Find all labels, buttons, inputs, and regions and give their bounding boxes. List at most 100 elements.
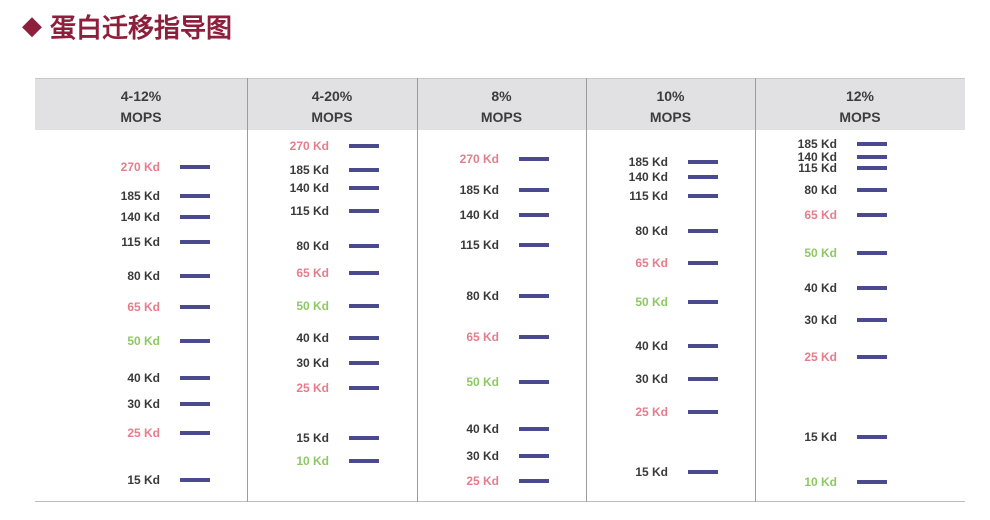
marker-band: 140 Kd [35,210,247,224]
band-bar [519,335,549,339]
band-size-label: 10 Kd [296,454,329,468]
buffer-label: MOPS [120,109,162,125]
gel-column: 10% MOPS 185 Kd 140 Kd 115 Kd 80 Kd 65 Kd 50 Kd… [586,78,755,502]
marker-band: 25 Kd [35,426,247,440]
band-bar [519,188,549,192]
band-size-label: 30 Kd [466,449,499,463]
marker-band: 270 Kd [247,139,417,153]
marker-band: 25 Kd [586,405,755,419]
gel-percentage: 8% [491,88,512,104]
marker-band: 65 Kd [247,266,417,280]
marker-band: 30 Kd [586,372,755,386]
top-rule [35,78,965,79]
gel-column: 12% MOPS 185 Kd 140 Kd 115 Kd 80 Kd 65 Kd 50 Kd… [755,78,965,502]
migration-chart: 4-12% MOPS 270 Kd 185 Kd 140 Kd 115 Kd 80 Kd 65… [35,78,965,502]
band-bar [180,240,210,244]
band-size-label: 15 Kd [296,431,329,445]
band-size-label: 115 Kd [629,189,668,203]
band-size-label: 25 Kd [804,350,837,364]
marker-band: 15 Kd [35,473,247,487]
marker-band: 15 Kd [247,431,417,445]
column-divider [755,78,756,502]
band-size-label: 25 Kd [296,381,329,395]
band-bar [180,376,210,380]
marker-band: 30 Kd [35,397,247,411]
buffer-label: MOPS [839,109,881,125]
marker-band: 270 Kd [35,160,247,174]
marker-band: 185 Kd [755,137,965,151]
band-bar [349,271,379,275]
band-bar [688,300,718,304]
band-bar [857,188,887,192]
band-size-label: 185 Kd [628,155,668,169]
band-size-label: 40 Kd [466,422,499,436]
band-size-label: 25 Kd [466,474,499,488]
band-size-label: 80 Kd [127,269,160,283]
marker-band: 50 Kd [417,375,586,389]
band-bar [180,194,210,198]
marker-band: 50 Kd [755,246,965,260]
band-size-label: 65 Kd [296,266,329,280]
band-size-label: 15 Kd [804,430,837,444]
band-size-label: 50 Kd [466,375,499,389]
gel-percentage: 12% [845,88,875,104]
band-size-label: 115 Kd [121,235,160,249]
band-bar [519,454,549,458]
marker-band: 80 Kd [35,269,247,283]
band-size-label: 30 Kd [127,397,160,411]
band-size-label: 25 Kd [635,405,668,419]
band-bar [857,435,887,439]
page-title-area: ◆ 蛋白迁移指导图 [22,8,232,44]
band-size-label: 80 Kd [466,289,499,303]
marker-band: 30 Kd [417,449,586,463]
band-size-label: 50 Kd [296,299,329,313]
band-bar [688,160,718,164]
band-size-label: 50 Kd [127,334,160,348]
marker-band: 140 Kd [586,170,755,184]
column-divider [586,78,587,502]
band-bar [857,142,887,146]
band-bar [857,355,887,359]
band-bar [180,431,210,435]
band-bar [688,229,718,233]
column-header: 10% MOPS [586,86,755,128]
band-size-label: 65 Kd [466,330,499,344]
marker-band: 65 Kd [755,208,965,222]
marker-band: 185 Kd [247,163,417,177]
band-bar [180,305,210,309]
marker-band: 185 Kd [586,155,755,169]
column-header: 8% MOPS [417,86,586,128]
marker-band: 185 Kd [417,183,586,197]
band-size-label: 140 Kd [459,208,499,222]
marker-band: 115 Kd [35,235,247,249]
band-size-label: 15 Kd [127,473,160,487]
marker-band: 115 Kd [755,161,965,175]
band-bar [349,304,379,308]
band-bar [349,436,379,440]
column-header: 4-20% MOPS [247,86,417,128]
marker-band: 140 Kd [247,181,417,195]
marker-band: 10 Kd [247,454,417,468]
band-bar [857,286,887,290]
marker-band: 140 Kd [417,208,586,222]
band-bar [688,410,718,414]
bottom-rule [35,501,965,502]
band-size-label: 40 Kd [635,339,668,353]
marker-band: 15 Kd [586,465,755,479]
gel-column: 4-12% MOPS 270 Kd 185 Kd 140 Kd 115 Kd 80 Kd 65… [35,78,247,502]
band-bar [857,480,887,484]
band-size-label: 10 Kd [804,475,837,489]
band-size-label: 15 Kd [635,465,668,479]
band-size-label: 80 Kd [804,183,837,197]
band-size-label: 185 Kd [120,189,160,203]
column-divider [247,78,248,502]
band-size-label: 185 Kd [289,163,329,177]
band-bar [349,244,379,248]
page-title: 蛋白迁移指导图 [50,13,233,44]
band-bar [688,470,718,474]
band-size-label: 50 Kd [635,295,668,309]
marker-band: 65 Kd [417,330,586,344]
band-bar [519,157,549,161]
band-bar [349,386,379,390]
band-size-label: 50 Kd [804,246,837,260]
